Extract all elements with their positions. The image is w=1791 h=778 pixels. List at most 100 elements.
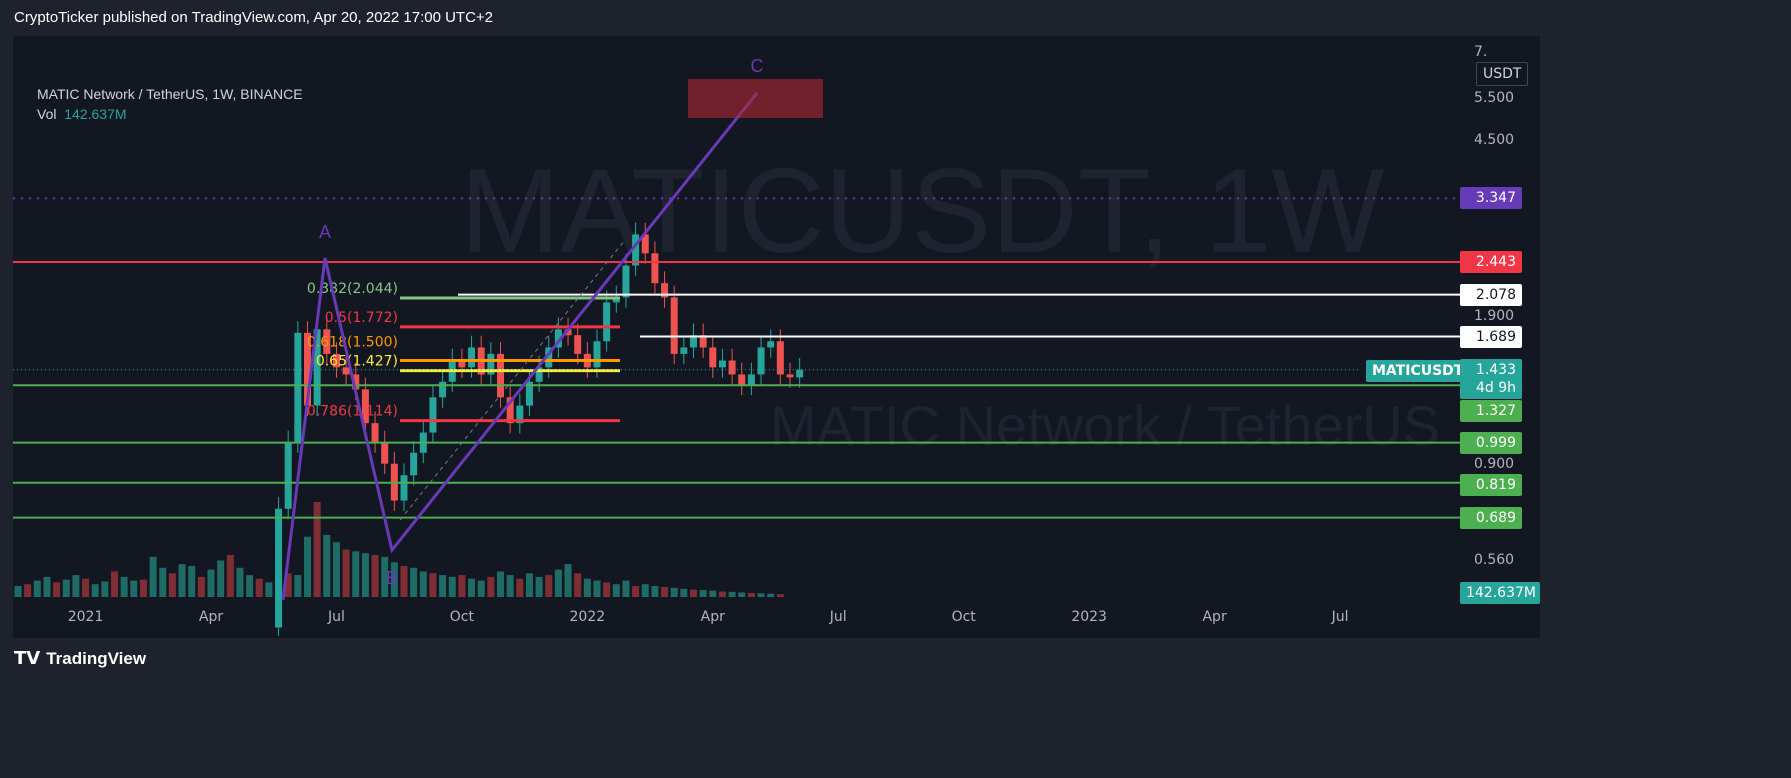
volume-bar	[207, 569, 215, 597]
candle-body	[468, 347, 476, 368]
candle-body	[612, 297, 620, 303]
volume-bar	[82, 578, 90, 597]
candle-body	[632, 234, 640, 266]
volume-bar	[130, 580, 138, 597]
candle-body	[545, 347, 553, 368]
x-tick: Jul	[1331, 609, 1349, 625]
last-price-label: 1.433 4d 9h	[1460, 358, 1522, 399]
price-label-2.443: 2.443	[1460, 250, 1522, 273]
volume-bar	[680, 588, 688, 597]
fib-label: 0.786(1.114)	[307, 404, 398, 420]
volume-bar	[62, 579, 70, 597]
volume-bar	[53, 582, 61, 597]
candle-body	[603, 302, 611, 342]
symbol-title[interactable]: MATIC Network / TetherUS, 1W, BINANCE	[37, 86, 303, 102]
target-zone-box	[688, 79, 823, 118]
volume-bar	[381, 556, 389, 597]
y-tick: 0.560	[1474, 552, 1515, 568]
volume-bar	[332, 542, 340, 597]
volume-bar	[776, 594, 784, 597]
candle-body	[506, 397, 514, 424]
volume-bar	[400, 565, 408, 597]
x-tick: Oct	[951, 609, 976, 625]
candle-body	[439, 381, 447, 398]
candle-body	[670, 297, 678, 354]
price-label-0.999: 0.999	[1460, 431, 1522, 454]
volume-bar	[448, 576, 456, 597]
x-tick: Jul	[327, 609, 345, 625]
candle-body	[796, 369, 804, 378]
vol-value: 142.637M	[64, 106, 127, 122]
currency-button[interactable]: USDT	[1476, 62, 1529, 86]
tradingview-logo-text: TradingView	[46, 648, 147, 668]
volume-bar	[101, 581, 109, 597]
y-tick: 7.	[1474, 44, 1488, 60]
candle-body	[304, 332, 311, 406]
volume-bar	[699, 590, 707, 597]
volume-bar	[497, 571, 504, 597]
candle-body	[400, 475, 408, 501]
y-tick: 0.900	[1474, 456, 1515, 472]
volume-bar	[564, 564, 572, 597]
candle-body	[535, 367, 543, 382]
candle-body	[361, 389, 369, 424]
volume-bar	[149, 556, 157, 597]
volume-bar	[371, 554, 379, 597]
volume-bar	[178, 564, 186, 597]
volume-bar	[197, 576, 205, 597]
volume-bar	[390, 562, 398, 597]
volume-bar	[670, 587, 678, 597]
volume-bar	[72, 575, 80, 597]
volume-bar	[458, 575, 466, 597]
candle-body	[622, 265, 630, 298]
symbol-price-tag: MATICUSDT	[1366, 360, 1470, 382]
candle-body	[342, 367, 350, 375]
candle-body	[516, 405, 524, 424]
volume-bar	[593, 580, 601, 597]
candle-body	[757, 347, 765, 375]
candle-body	[410, 452, 418, 476]
volume-bar	[535, 576, 543, 597]
volume-bar	[767, 593, 775, 597]
y-tick: 1.900	[1474, 307, 1515, 324]
projection-dashed-line	[399, 239, 626, 521]
candle-body	[661, 283, 669, 298]
volume-bar	[284, 573, 292, 597]
tradingview-logo[interactable]: 𝗧𝗩 TradingView	[14, 648, 146, 669]
volume-bar	[304, 536, 311, 597]
volume-bar	[168, 573, 176, 597]
volume-bar	[622, 580, 630, 597]
volume-bar	[574, 573, 582, 597]
volume-bar	[410, 567, 418, 597]
candle-body	[275, 508, 283, 628]
volume-bar	[516, 578, 524, 597]
volume-bar	[361, 553, 369, 597]
fib-label: 0.5(1.772)	[325, 310, 398, 326]
volume-bar	[757, 593, 765, 597]
candle-body	[487, 353, 495, 375]
volume-bar	[24, 584, 32, 597]
volume-label: 142.637M	[1460, 582, 1540, 604]
watermark-subtitle: MATIC Network / TetherUS	[770, 394, 1440, 457]
candle-body	[699, 335, 707, 348]
volume-bar	[718, 591, 726, 597]
volume-bar	[583, 578, 591, 597]
volume-bar	[545, 575, 553, 597]
candle-body	[718, 360, 726, 368]
volume-bar	[439, 575, 447, 597]
volume-bar	[188, 565, 196, 597]
volume-bar	[419, 571, 427, 597]
chart-pane[interactable]: MATICUSDT, 1W MATIC Network / TetherUS 0.3…	[13, 36, 1540, 638]
volume-bar	[246, 575, 254, 597]
candle-body	[352, 374, 360, 390]
candle-body	[738, 374, 746, 385]
volume-bar	[342, 549, 350, 597]
volume-bar	[661, 586, 669, 597]
abc-label-A: A	[319, 222, 331, 242]
volume-bar	[690, 589, 697, 597]
volume-bar	[603, 582, 611, 597]
volume-bar	[352, 551, 360, 597]
candle-body	[709, 347, 717, 368]
volume-bar	[265, 582, 273, 597]
